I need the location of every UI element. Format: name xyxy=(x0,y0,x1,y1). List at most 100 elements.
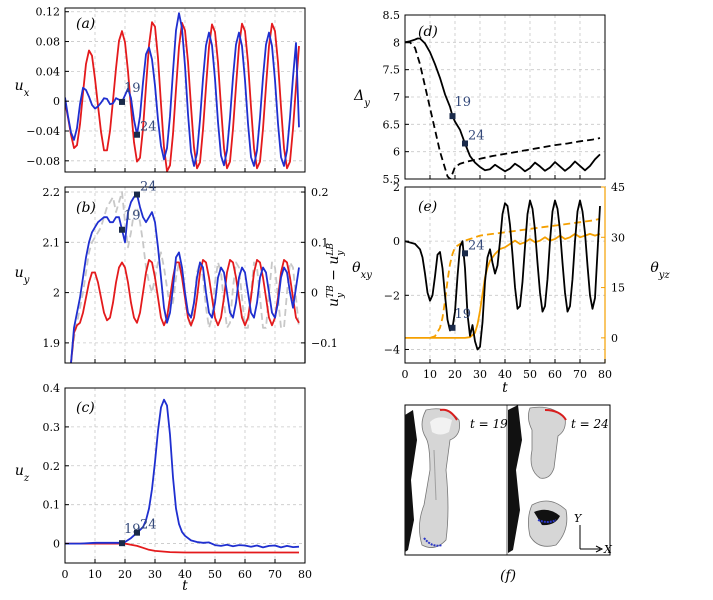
x-tick-label: 60 xyxy=(238,568,252,581)
panel-label-a: (a) xyxy=(76,16,95,32)
panel-label-b: (b) xyxy=(76,200,96,216)
y-tick-label: 6 xyxy=(393,146,400,159)
x-tick-label: 40 xyxy=(498,368,512,381)
right-tick-label: 30 xyxy=(611,231,625,244)
series-line-3 xyxy=(405,199,601,351)
right-tick-label: 0 xyxy=(311,287,318,300)
panel-f-snapshots: t = 19 t = 24 Y X (f) xyxy=(404,404,613,584)
y-axis-label: Y xyxy=(574,512,583,525)
x-tick-label: 70 xyxy=(268,568,282,581)
x-tick-label: 10 xyxy=(423,368,437,381)
y-tick-label: 0 xyxy=(393,235,400,248)
marker-label-24: 24 xyxy=(468,128,485,143)
series-line-1 xyxy=(405,233,601,339)
time-marker-24 xyxy=(462,250,468,257)
right-tick-label: 15 xyxy=(611,282,625,295)
marker-label-19: 19 xyxy=(455,95,472,110)
series-line-1 xyxy=(70,191,300,363)
y-tick-label: 0.04 xyxy=(36,65,61,78)
y-tick-label: −4 xyxy=(384,343,400,356)
y-tick-label: 7.5 xyxy=(383,64,401,77)
time-marker-19 xyxy=(449,324,456,331)
y-tick-label: 0.1 xyxy=(43,499,61,512)
x-axis-label: t xyxy=(182,578,188,594)
snapshot-t24-image xyxy=(508,405,568,553)
x-tick-label: 30 xyxy=(473,368,487,381)
time-marker-19 xyxy=(119,226,125,233)
x-tick-label: 80 xyxy=(598,368,612,381)
y-tick-label: −0.08 xyxy=(26,155,60,168)
y-tick-label: 5.5 xyxy=(383,173,401,186)
y-tick-label: 2.2 xyxy=(43,186,61,199)
y-axis-label: ux xyxy=(15,78,30,99)
marker-label-24: 24 xyxy=(140,180,157,195)
series-line-1 xyxy=(405,37,601,173)
y-tick-label: 2 xyxy=(393,181,400,194)
snapshot-t19-image xyxy=(405,408,460,552)
series-line-3 xyxy=(70,193,300,363)
x-axis-label: t xyxy=(502,380,508,396)
panel-a-ux-plot: −0.08 −0.04 0 0.04 0.08 0.12 19 24 (a) ux xyxy=(15,6,306,173)
time-marker-19 xyxy=(119,98,125,105)
marker-label-19: 19 xyxy=(124,209,141,224)
right-axis-label: uyTB − uyLB xyxy=(326,243,346,307)
y-tick-label: 0.4 xyxy=(43,382,61,395)
x-tick-label: 40 xyxy=(178,568,192,581)
x-tick-label: 70 xyxy=(573,368,587,381)
y-tick-label: 2 xyxy=(53,287,60,300)
marker-label-19: 19 xyxy=(124,81,141,96)
xy-axis-indicator: Y X xyxy=(574,512,613,556)
marker-label-24: 24 xyxy=(468,238,485,253)
series-line-2 xyxy=(70,259,300,363)
marker-label-19: 19 xyxy=(455,307,472,322)
panel-e-theta-plot: 0 10 20 30 40 50 60 70 80−4−20201530451924(e)θxy… xyxy=(352,181,670,396)
panel-b-uy-plot: 1.9 2 2.1 2.2 −0.1 0 0.1 0.2 19 24 (b) uy uyTB − uyL… xyxy=(15,180,346,364)
time-marker-24 xyxy=(462,140,468,147)
panel-label-c: (c) xyxy=(76,400,95,416)
marker-label-24: 24 xyxy=(140,518,157,533)
y-tick-label: 6.5 xyxy=(383,118,401,131)
panel-label-e: (e) xyxy=(418,199,437,215)
y-tick-label: 0 xyxy=(53,538,60,551)
right-axis-label: θyz xyxy=(650,260,670,281)
y-tick-label: 0.3 xyxy=(43,421,61,434)
panel-f-label: (f) xyxy=(500,568,516,584)
panel-label-d: (d) xyxy=(418,24,438,40)
y-tick-label: 0.12 xyxy=(36,6,61,19)
y-axis-label: uy xyxy=(15,265,30,286)
time-marker-24 xyxy=(134,131,140,138)
y-tick-label: 2.1 xyxy=(43,236,61,249)
x-tick-label: 0 xyxy=(62,568,69,581)
x-tick-label: 50 xyxy=(208,568,222,581)
time-marker-24 xyxy=(134,191,140,198)
time-marker-19 xyxy=(449,113,456,120)
series-line-2 xyxy=(65,12,300,167)
right-tick-label: −0.1 xyxy=(311,337,338,350)
x-tick-label: 0 xyxy=(402,368,409,381)
y-tick-label: −0.04 xyxy=(26,125,60,138)
x-axis-label: X xyxy=(603,543,613,556)
snapshot-2-label: t = 24 xyxy=(571,417,609,431)
right-tick-label: 0.1 xyxy=(311,236,329,249)
series-line-2 xyxy=(405,41,601,179)
panel-d-delta-plot: 5.5 6 6.5 7 7.5 8 8.5 19 24 (d) Δy xyxy=(353,9,606,186)
right-tick-label: 45 xyxy=(611,181,625,194)
y-axis-label: Δy xyxy=(353,88,370,109)
time-marker-19 xyxy=(119,540,125,547)
y-tick-label: 8.5 xyxy=(383,9,401,22)
snapshot-1-label: t = 19 xyxy=(470,417,508,431)
y-tick-label: 0.2 xyxy=(43,460,61,473)
x-tick-label: 50 xyxy=(523,368,537,381)
x-tick-label: 80 xyxy=(298,568,312,581)
y-tick-label: −2 xyxy=(384,289,400,302)
marker-label-24: 24 xyxy=(140,120,157,135)
time-marker-24 xyxy=(134,529,140,536)
y-tick-label: 8 xyxy=(393,36,400,49)
y-tick-label: 7 xyxy=(393,91,400,104)
x-tick-label: 30 xyxy=(148,568,162,581)
right-tick-label: 0 xyxy=(611,332,618,345)
y-axis-label: uz xyxy=(15,463,30,484)
y-tick-label: 0.08 xyxy=(36,36,61,49)
